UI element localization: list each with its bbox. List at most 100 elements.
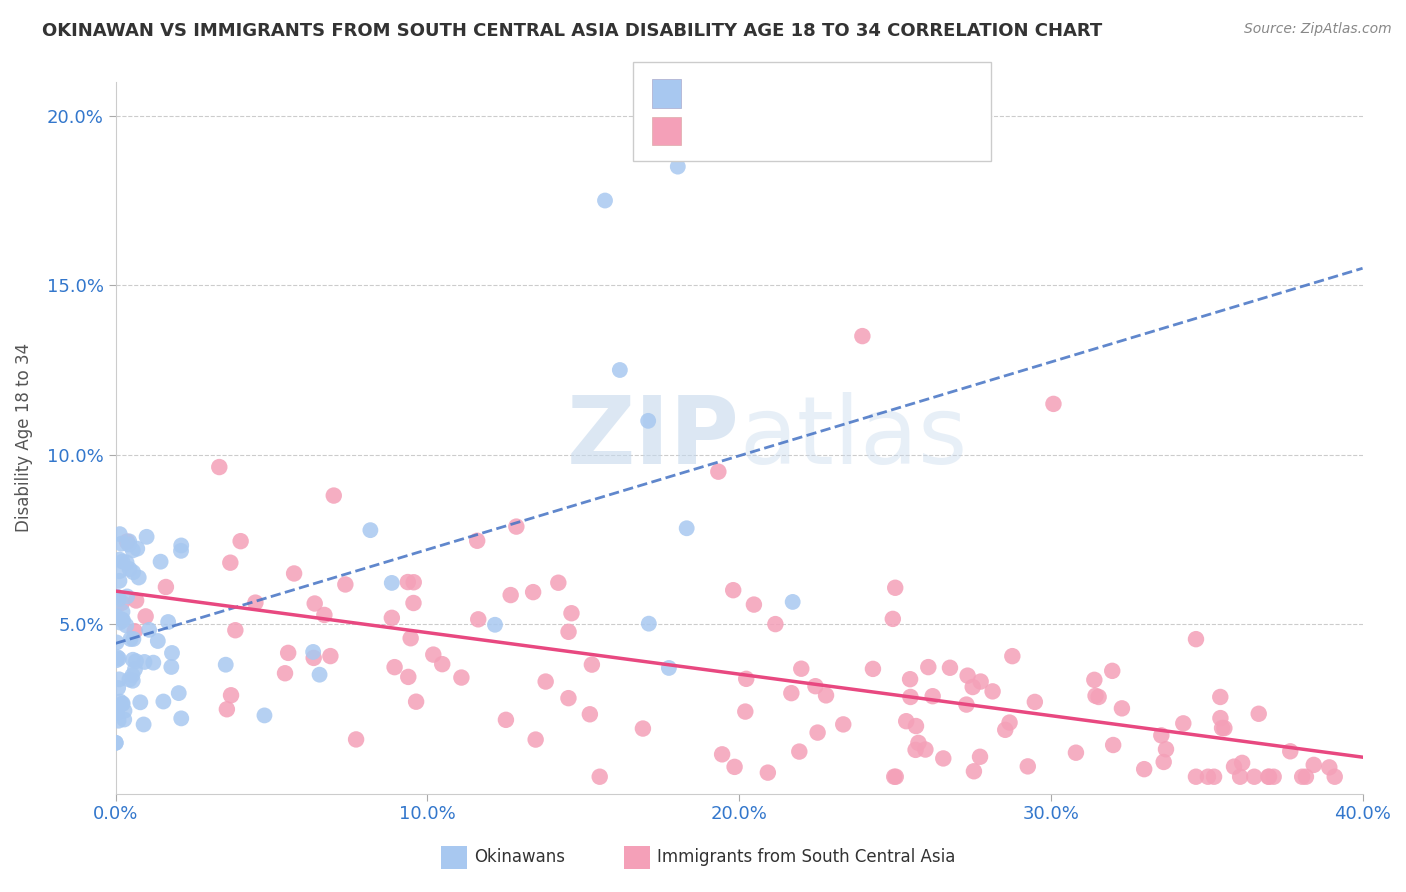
Point <box>108 592 131 607</box>
Point <box>132 717 155 731</box>
Point <box>118 562 141 576</box>
Point <box>208 460 231 475</box>
Point <box>135 609 157 624</box>
Point <box>1154 742 1177 756</box>
Point <box>955 698 977 712</box>
Point <box>110 536 132 550</box>
Point <box>1229 770 1251 784</box>
Point <box>396 670 419 684</box>
Text: R =: R = <box>690 85 727 103</box>
Point <box>422 648 444 662</box>
Text: -0.048: -0.048 <box>727 85 792 103</box>
Point <box>609 363 631 377</box>
Point <box>319 649 342 664</box>
Point <box>1213 721 1236 735</box>
Point <box>917 660 939 674</box>
Point <box>1323 770 1346 784</box>
Point <box>637 414 659 428</box>
Point <box>111 605 134 619</box>
Point <box>1101 664 1123 678</box>
Point <box>118 534 141 549</box>
Point <box>277 646 299 660</box>
Point <box>723 760 745 774</box>
Point <box>560 606 582 620</box>
Point <box>108 615 131 630</box>
Point <box>884 770 907 784</box>
Point <box>405 695 427 709</box>
Point <box>111 697 134 711</box>
Point <box>1102 738 1125 752</box>
Point <box>505 519 527 533</box>
Point <box>129 695 152 709</box>
Point <box>1150 728 1173 742</box>
Point <box>149 555 172 569</box>
Point <box>467 612 489 626</box>
Point <box>155 580 177 594</box>
Text: ZIP: ZIP <box>567 392 740 483</box>
Point <box>134 655 156 669</box>
Point <box>157 615 180 629</box>
Point <box>274 666 297 681</box>
Point <box>1295 770 1317 784</box>
Point <box>122 632 145 646</box>
Point <box>170 539 193 553</box>
Point <box>107 650 129 665</box>
Point <box>721 583 744 598</box>
Point <box>384 660 406 674</box>
Point <box>1223 759 1246 773</box>
Point <box>108 564 131 578</box>
Point <box>589 770 612 784</box>
Point <box>138 623 160 637</box>
Text: Immigrants from South Central Asia: Immigrants from South Central Asia <box>657 848 955 866</box>
Point <box>108 673 131 687</box>
Point <box>763 617 786 632</box>
Text: N =: N = <box>785 85 832 103</box>
Point <box>780 686 803 700</box>
Point <box>484 617 506 632</box>
Point <box>666 160 689 174</box>
Point <box>125 654 148 668</box>
Point <box>308 667 330 681</box>
Point <box>142 656 165 670</box>
Point <box>883 770 905 784</box>
Point <box>1185 632 1208 647</box>
Point <box>1209 711 1232 725</box>
Point <box>900 690 922 704</box>
Point <box>969 749 991 764</box>
Point <box>735 672 758 686</box>
Point <box>1302 758 1324 772</box>
Point <box>579 707 602 722</box>
Point <box>105 609 128 624</box>
Point <box>1291 770 1313 784</box>
Point <box>882 612 904 626</box>
Y-axis label: Disability Age 18 to 34: Disability Age 18 to 34 <box>15 343 32 533</box>
Point <box>1209 690 1232 704</box>
Point <box>245 596 267 610</box>
Point <box>314 607 336 622</box>
Point <box>994 723 1017 737</box>
Text: atlas: atlas <box>740 392 967 483</box>
Point <box>105 635 128 649</box>
Point <box>904 743 927 757</box>
Point <box>1258 770 1281 784</box>
Point <box>304 597 326 611</box>
Point <box>160 646 183 660</box>
Point <box>381 611 404 625</box>
Point <box>1243 770 1265 784</box>
Point <box>1197 770 1219 784</box>
Point <box>302 645 325 659</box>
Point <box>790 662 813 676</box>
Point <box>1153 755 1175 769</box>
Point <box>219 556 242 570</box>
Point <box>302 651 325 665</box>
Point <box>939 661 962 675</box>
Point <box>465 533 488 548</box>
Point <box>111 613 134 627</box>
Text: N =: N = <box>785 122 832 140</box>
Point <box>1317 760 1340 774</box>
Point <box>124 624 146 639</box>
Point <box>707 465 730 479</box>
Point <box>581 657 603 672</box>
Point <box>675 521 697 535</box>
Point <box>170 711 193 725</box>
